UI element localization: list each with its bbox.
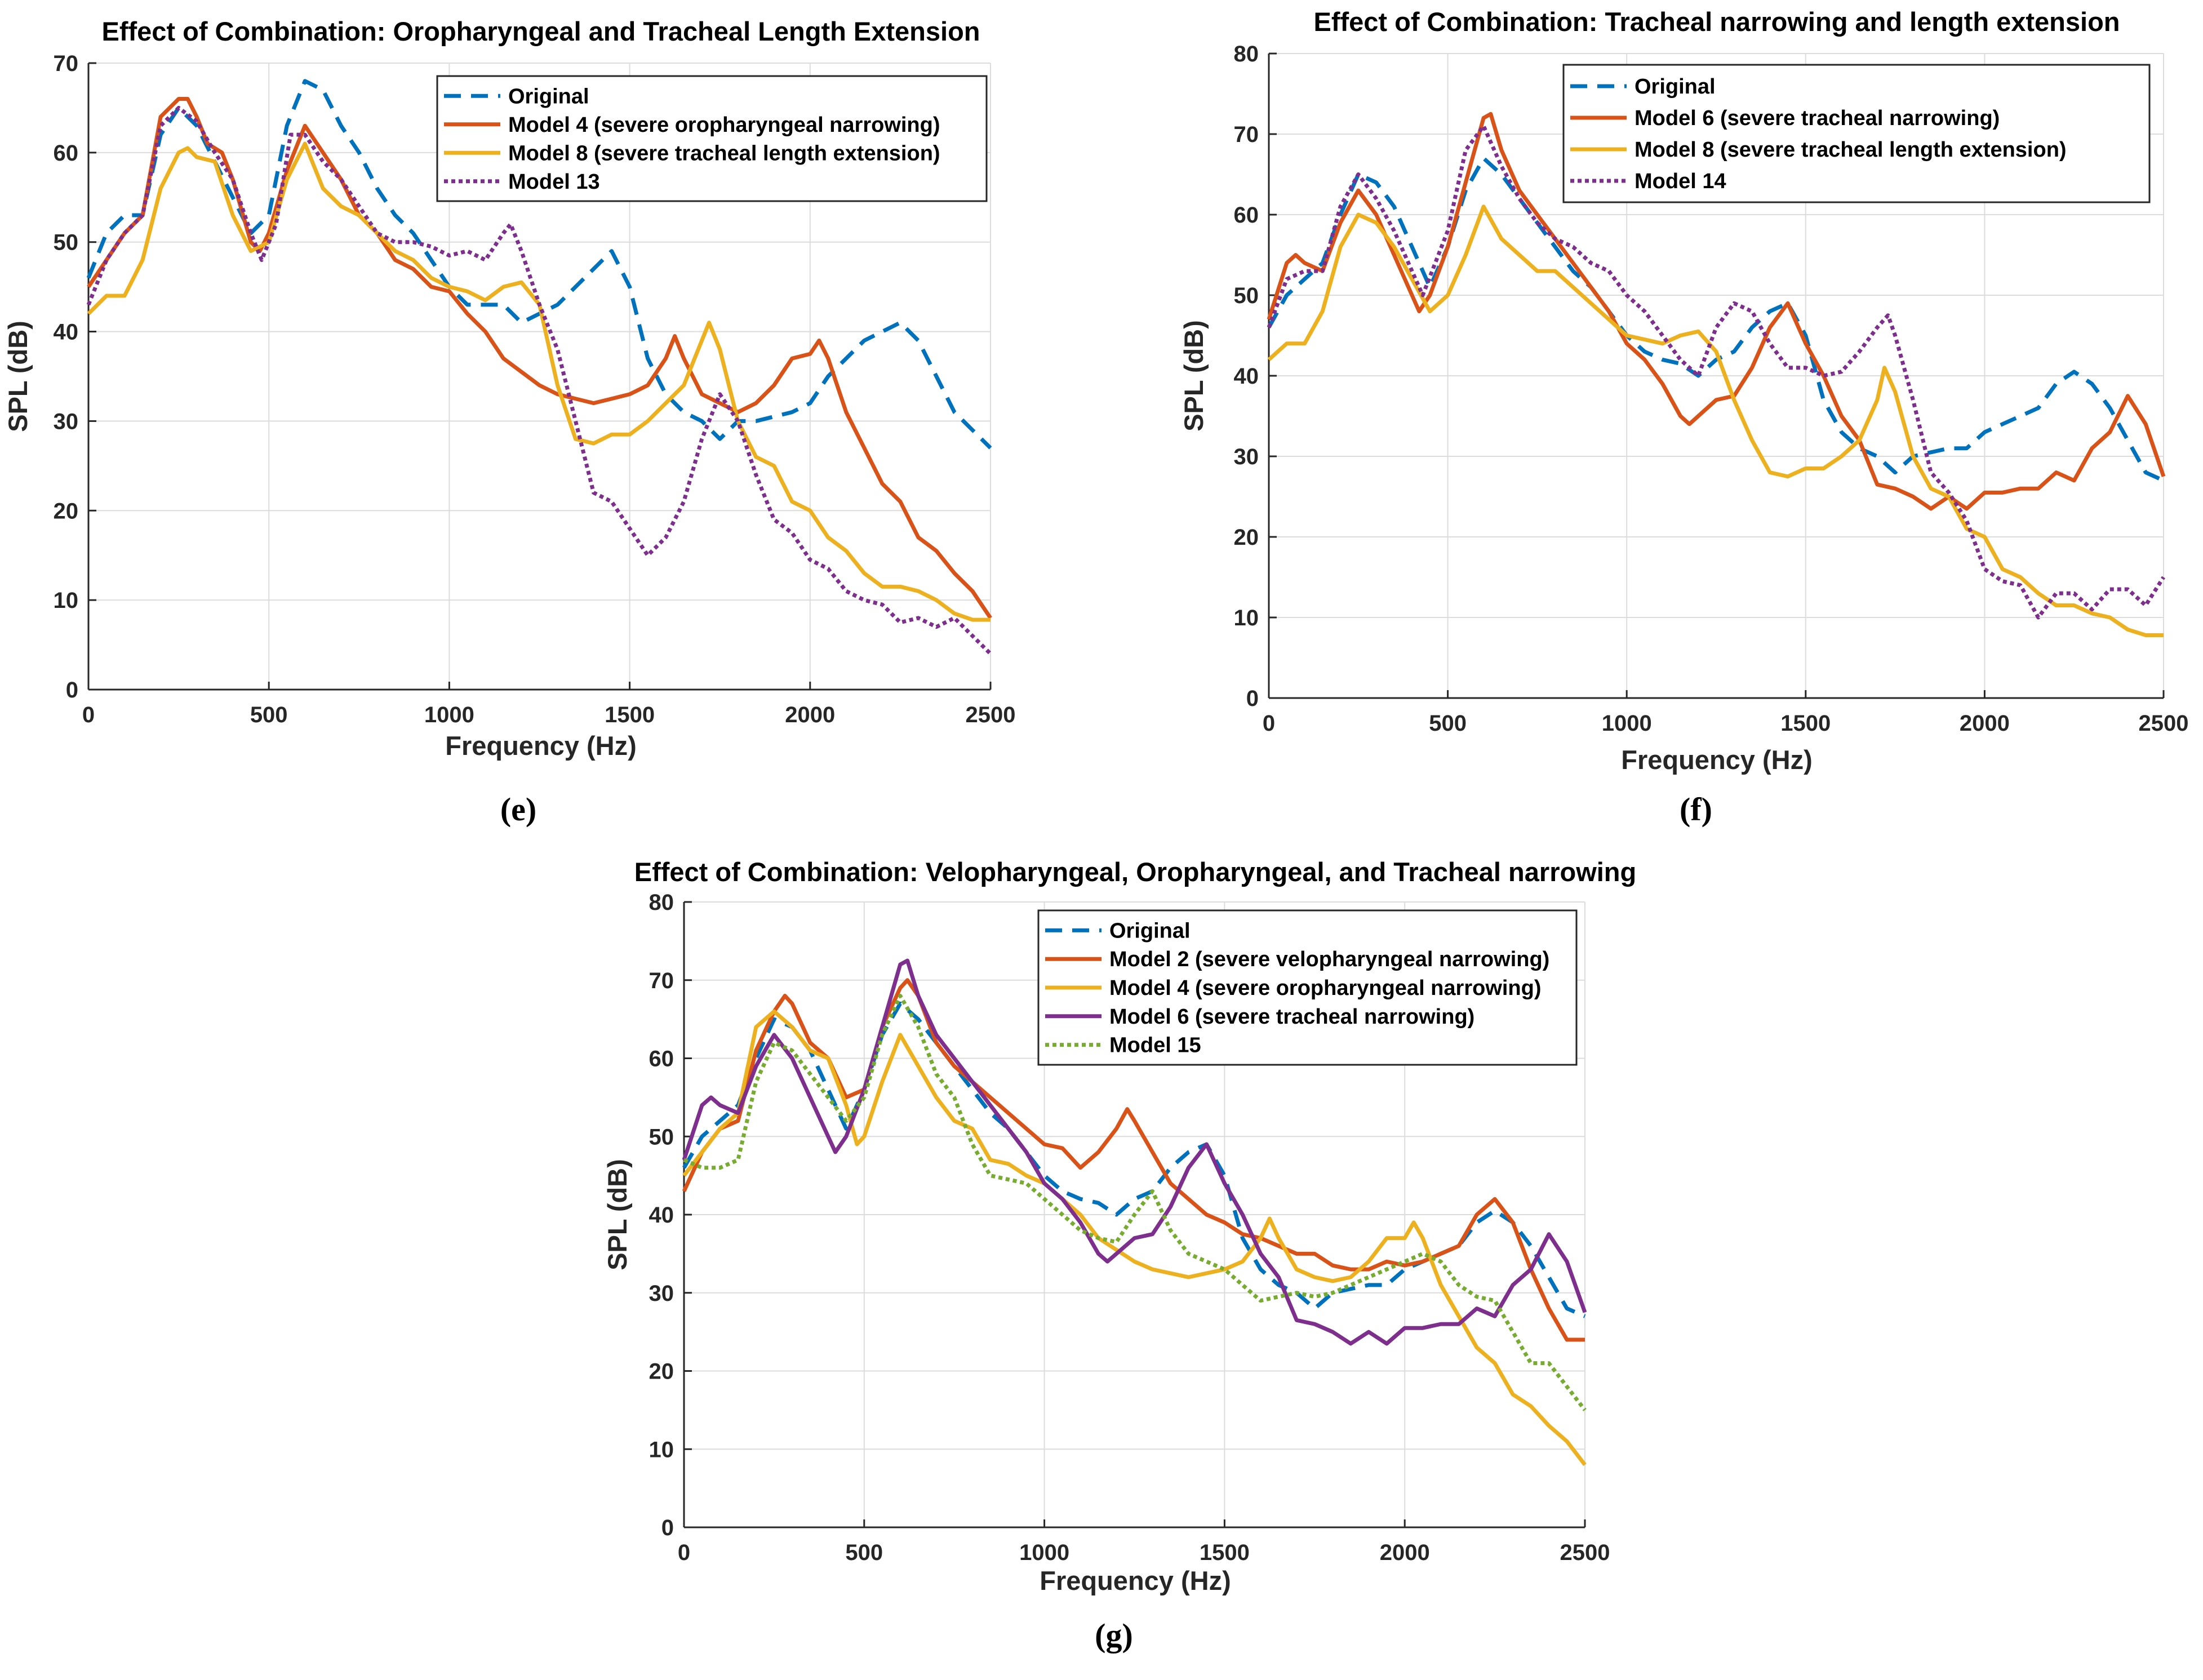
legend-entry: Model 8 (severe tracheal length extensio… bbox=[1635, 138, 2067, 162]
x-tick-label: 0 bbox=[82, 703, 95, 727]
y-tick-label: 80 bbox=[649, 890, 674, 915]
x-tick-label: 1500 bbox=[1200, 1540, 1250, 1565]
legend-entry: Model 4 (severe oropharyngeal narrowing) bbox=[508, 113, 940, 137]
series-line-model-13 bbox=[86, 105, 992, 655]
y-tick-label: 0 bbox=[66, 678, 78, 703]
x-tick-label: 500 bbox=[250, 703, 288, 727]
y-tick-label: 60 bbox=[649, 1047, 674, 1072]
series-line-model-8 bbox=[1267, 205, 2164, 637]
x-axis-label: Frequency (Hz) bbox=[1621, 745, 1813, 775]
legend: Original Model 4 (severe oropharyngeal na… bbox=[436, 75, 988, 202]
y-tick-label: 20 bbox=[1234, 525, 1259, 550]
y-tick-label: 10 bbox=[1234, 606, 1259, 630]
legend-entry: Model 8 (severe tracheal length extensio… bbox=[508, 141, 940, 165]
y-tick-label: 10 bbox=[649, 1437, 674, 1462]
legend-entry: Original bbox=[508, 85, 589, 108]
legend-box bbox=[1037, 909, 1578, 1066]
y-tick-label: 40 bbox=[1234, 364, 1259, 389]
y-tick-label: 40 bbox=[649, 1203, 674, 1228]
y-axis-label: SPL (dB) bbox=[3, 321, 33, 432]
x-tick-label: 0 bbox=[1263, 711, 1275, 736]
series-line-model-15 bbox=[683, 994, 1587, 1412]
y-tick-label: 30 bbox=[649, 1281, 674, 1306]
series-line-model-4 bbox=[87, 97, 992, 619]
y-tick-label: 20 bbox=[54, 499, 79, 523]
legend: Original Model 2 (severe velopharyngeal n… bbox=[1037, 909, 1578, 1066]
chart-title: Effect of Combination: Tracheal narrowin… bbox=[1313, 7, 2120, 37]
y-tick-label: 80 bbox=[1234, 42, 1259, 66]
legend-box bbox=[1562, 64, 2151, 203]
y-tick-label: 70 bbox=[54, 51, 79, 76]
x-axis-label: Frequency (Hz) bbox=[445, 731, 637, 761]
legend-entry: Original bbox=[1109, 919, 1191, 943]
legend-box bbox=[436, 75, 988, 202]
x-tick-label: 0 bbox=[678, 1540, 690, 1565]
legend-entry: Original bbox=[1635, 75, 1716, 99]
chart-f: 0 500 1000 1500 2000 2500 0 10 20 30 40 50 60 70 80 Eff… bbox=[1179, 7, 2188, 828]
x-tick-label: 1500 bbox=[605, 703, 655, 727]
legend-entry: Model 2 (severe velopharyngeal narrowing… bbox=[1109, 948, 1549, 971]
y-tick-label: 40 bbox=[54, 320, 79, 345]
x-tick-label: 1000 bbox=[424, 703, 474, 727]
x-tick-label: 2500 bbox=[2139, 711, 2189, 736]
x-tick-label: 1000 bbox=[1019, 1540, 1069, 1565]
x-axis-label: Frequency (Hz) bbox=[1040, 1566, 1231, 1595]
x-tick-label: 2000 bbox=[1960, 711, 2010, 736]
legend: Original Model 6 (severe tracheal narrowi… bbox=[1562, 64, 2151, 203]
panel-caption: (f) bbox=[1680, 791, 1712, 828]
series-line-model-6 bbox=[682, 958, 1587, 1346]
y-tick-label: 60 bbox=[1234, 203, 1259, 228]
x-tick-label: 1500 bbox=[1780, 711, 1831, 736]
y-axis-label: SPL (dB) bbox=[602, 1159, 632, 1270]
legend-entry: Model 13 bbox=[508, 170, 600, 194]
series-line-model-4 bbox=[682, 1009, 1587, 1466]
x-tick-label: 1000 bbox=[1602, 711, 1652, 736]
y-tick-label: 70 bbox=[649, 968, 674, 993]
series-line-original bbox=[1267, 156, 2165, 483]
x-tick-label: 2000 bbox=[1380, 1540, 1430, 1565]
panel-caption: (e) bbox=[500, 791, 536, 828]
x-tick-label: 500 bbox=[845, 1540, 883, 1565]
series-line-model-14 bbox=[1267, 124, 2165, 620]
x-tick-label: 2500 bbox=[966, 703, 1016, 727]
y-axis-label: SPL (dB) bbox=[1179, 320, 1209, 432]
y-tick-label: 30 bbox=[1234, 445, 1259, 469]
legend-entry: Model 6 (severe tracheal narrowing) bbox=[1109, 1005, 1474, 1029]
y-tick-label: 0 bbox=[1246, 686, 1259, 711]
panel-caption: (g) bbox=[1095, 1617, 1133, 1654]
chart-g: 0 500 1000 1500 2000 2500 0 10 20 30 40 50 60 70 80 Eff… bbox=[602, 857, 1636, 1654]
legend-entry: Model 14 bbox=[1635, 170, 1726, 193]
y-tick-label: 50 bbox=[1234, 283, 1259, 308]
y-tick-label: 60 bbox=[54, 141, 79, 166]
chart-title: Effect of Combination: Velopharyngeal, O… bbox=[634, 857, 1636, 887]
series-line-model-6 bbox=[1267, 112, 2166, 511]
legend-entry: Model 15 bbox=[1109, 1034, 1201, 1057]
legend-entry: Model 6 (severe tracheal narrowing) bbox=[1635, 106, 2000, 130]
y-tick-label: 50 bbox=[54, 230, 79, 255]
y-tick-label: 30 bbox=[54, 409, 79, 434]
legend-entry: Model 4 (severe oropharyngeal narrowing) bbox=[1109, 976, 1542, 1000]
y-tick-label: 10 bbox=[54, 588, 79, 613]
y-tick-label: 50 bbox=[649, 1125, 674, 1149]
chart-e: 0 500 1000 1500 2000 2500 0 10 20 30 40 50 60 70 Effec… bbox=[3, 16, 1015, 828]
x-tick-label: 2500 bbox=[1560, 1540, 1610, 1565]
chart-title: Effect of Combination: Oropharyngeal and… bbox=[101, 16, 980, 46]
y-tick-label: 70 bbox=[1234, 122, 1259, 147]
x-tick-label: 2000 bbox=[785, 703, 835, 727]
y-tick-label: 0 bbox=[661, 1515, 674, 1540]
x-tick-label: 500 bbox=[1429, 711, 1467, 736]
y-tick-label: 20 bbox=[649, 1359, 674, 1384]
